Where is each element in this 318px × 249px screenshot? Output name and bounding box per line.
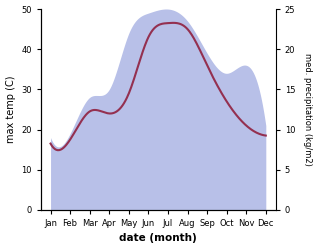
Y-axis label: med. precipitation (kg/m2): med. precipitation (kg/m2) <box>303 53 313 166</box>
Y-axis label: max temp (C): max temp (C) <box>5 76 16 143</box>
X-axis label: date (month): date (month) <box>119 234 197 244</box>
